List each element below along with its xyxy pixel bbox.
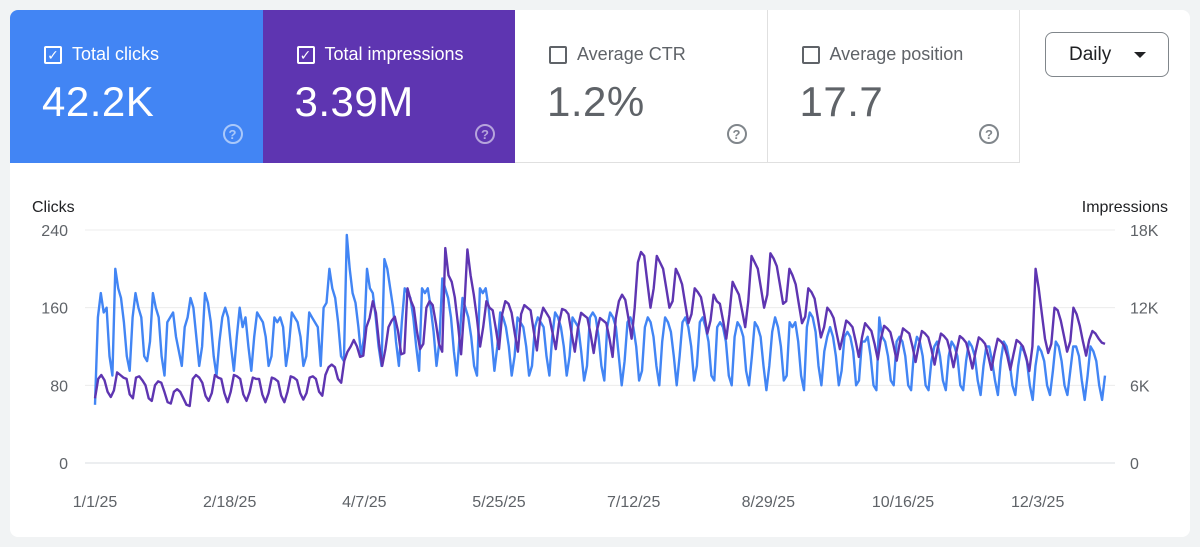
x-tick-label: 5/25/25 [472,494,525,511]
clicks-series-line [93,233,1107,405]
right-tick-label: 6K [1130,378,1150,395]
granularity-selected: Daily [1069,43,1112,65]
metric-average-position[interactable]: Average position 17.7 ? [767,10,1020,163]
left-tick-label: 80 [50,378,68,395]
metric-value: 42.2K [42,78,155,125]
metric-average-ctr[interactable]: Average CTR 1.2% ? [515,10,768,163]
right-axis-title: Impressions [1082,199,1168,216]
left-tick-label: 160 [41,301,68,318]
left-tick-label: 0 [59,456,68,473]
caret-down-icon [1134,52,1146,58]
help-icon[interactable]: ? [222,124,243,144]
checkbox-icon[interactable]: ✓ [44,45,62,64]
metric-total-clicks[interactable]: ✓ Total clicks 42.2K ? [10,10,263,163]
metric-label-row: Average CTR [549,44,686,65]
impressions-series-line [93,246,1106,408]
checkbox-icon[interactable] [801,45,820,64]
metric-value: 17.7 [799,78,884,125]
x-tick-label: 8/29/25 [742,494,795,511]
metric-label: Total clicks [72,44,160,64]
x-tick-label: 1/1/25 [73,494,118,511]
metric-label-row: ✓ Total clicks [44,44,159,65]
help-icon[interactable]: ? [726,124,747,144]
x-tick-label: 4/7/25 [342,494,387,511]
metric-total-impressions[interactable]: ✓ Total impressions 3.39M ? [262,10,515,163]
help-icon[interactable]: ? [979,124,999,144]
checkbox-icon[interactable]: ✓ [296,45,315,64]
checkbox-icon[interactable] [549,45,567,64]
granularity-dropdown[interactable]: Daily [1045,32,1169,77]
x-tick-label: 12/3/25 [1011,494,1064,511]
metric-label-row: ✓ Total impressions [296,44,464,65]
left-axis-title: Clicks [32,199,75,216]
metric-value: 1.2% [547,78,645,125]
help-icon[interactable]: ? [475,124,495,144]
x-tick-label: 2/18/25 [203,494,256,511]
left-tick-label: 240 [41,223,68,240]
metric-value: 3.39M [294,78,414,125]
x-tick-label: 7/12/25 [607,494,660,511]
metric-label: Total impressions [324,44,464,64]
metric-label: Average CTR [577,44,686,64]
metric-label-row: Average position [801,44,964,65]
right-tick-label: 18K [1130,223,1159,240]
performance-chart: 0 80 160 240 0 6K 12K 18K Clicks Impressions 1/1/2… [32,199,1168,511]
right-tick-label: 12K [1130,301,1159,318]
x-tick-label: 10/16/25 [872,494,934,511]
metric-label: Average position [829,44,964,64]
right-tick-label: 0 [1130,456,1139,473]
performance-card: ✓ Total clicks 42.2K ? ✓ Total impressio… [10,10,1190,537]
metric-tabs: ✓ Total clicks 42.2K ? ✓ Total impressio… [10,10,1020,163]
